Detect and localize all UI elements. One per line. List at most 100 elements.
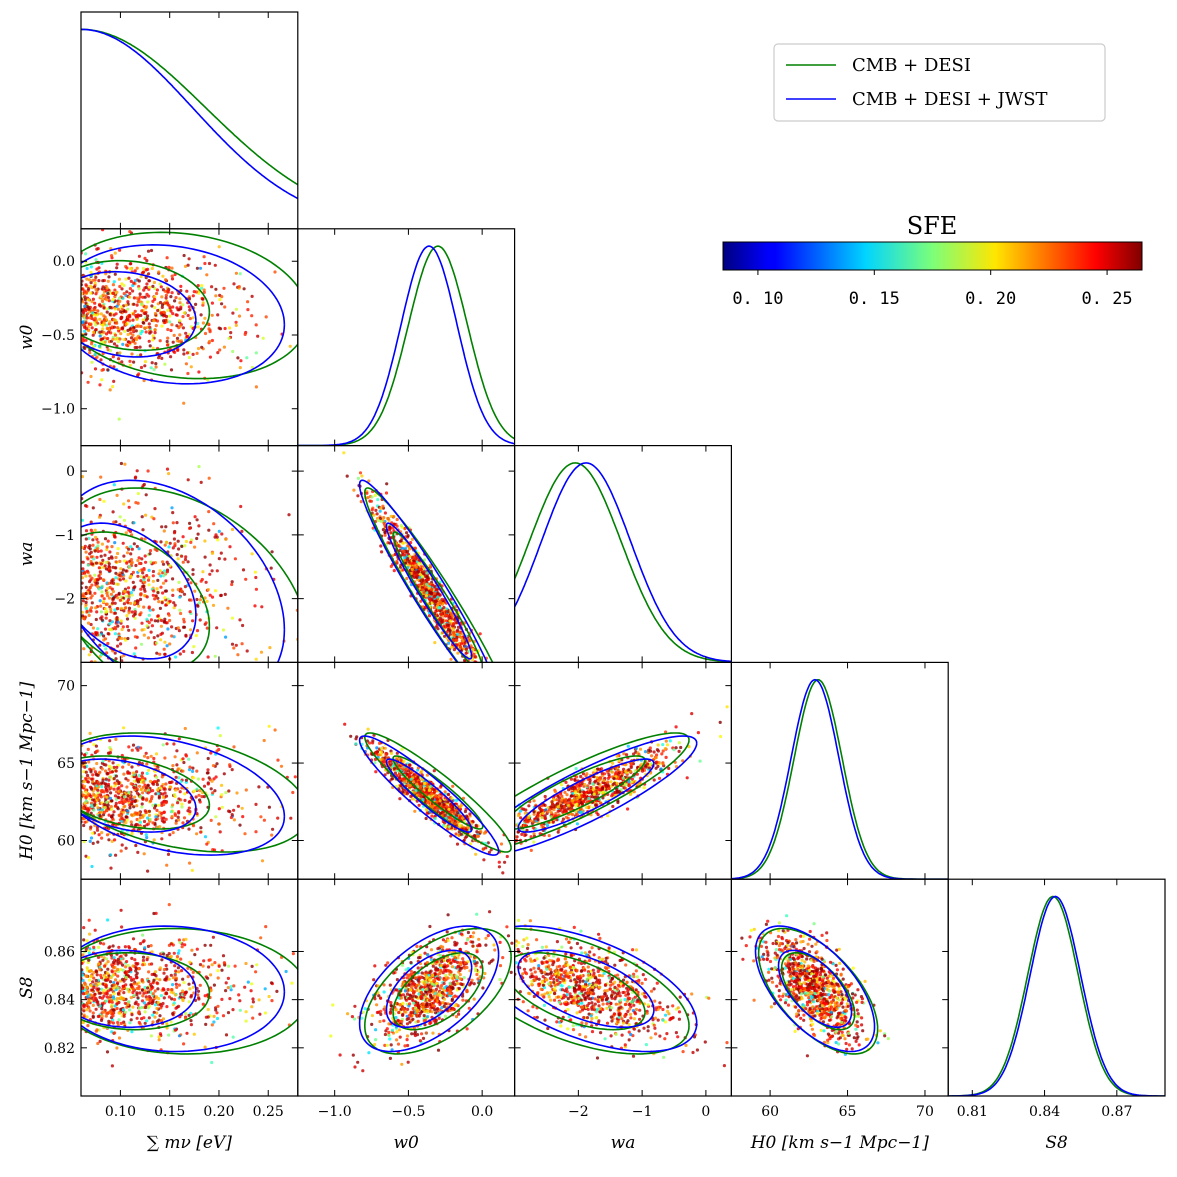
scatter-point — [187, 297, 192, 301]
scatter-point — [94, 328, 98, 332]
scatter-point — [176, 557, 180, 561]
scatter-point — [188, 308, 192, 312]
scatter-point — [466, 825, 470, 830]
panel-content — [343, 722, 512, 875]
scatter-point — [171, 312, 175, 316]
scatter-point — [179, 289, 183, 293]
scatter-point — [138, 336, 142, 340]
scatter-point — [101, 599, 106, 604]
scatter-point — [90, 787, 94, 791]
panel-content — [81, 228, 298, 421]
scatter-point — [123, 559, 127, 563]
scatter-point — [622, 752, 626, 756]
scatter-point — [127, 790, 131, 795]
scatter-point — [444, 825, 448, 829]
scatter-point — [175, 675, 178, 678]
scatter-point — [131, 318, 135, 322]
scatter-point — [501, 871, 505, 875]
scatter-point — [120, 282, 124, 286]
scatter-point — [167, 613, 171, 617]
scatter-point — [171, 831, 175, 835]
scatter-point — [143, 688, 146, 691]
scatter-point — [84, 799, 88, 803]
scatter-point — [114, 576, 118, 580]
scatter-point — [164, 540, 169, 544]
scatter-point — [482, 678, 485, 681]
scatter-point — [96, 671, 99, 674]
scatter-point — [174, 775, 178, 779]
scatter-point — [131, 328, 135, 332]
scatter-point — [377, 741, 382, 746]
scatter-point — [147, 568, 151, 573]
scatter-point — [175, 324, 179, 328]
scatter-point — [126, 809, 130, 813]
scatter-point — [184, 555, 188, 559]
scatter-point — [443, 790, 447, 794]
scatter-point — [439, 601, 443, 605]
scatter-point — [243, 832, 247, 836]
scatter-point — [84, 321, 88, 325]
scatter-point — [198, 798, 202, 802]
scatter-point — [118, 578, 122, 582]
scatter-point — [121, 577, 126, 581]
scatter-point — [103, 564, 107, 568]
scatter-point — [395, 517, 399, 522]
scatter-point — [203, 316, 207, 320]
scatter-point — [497, 865, 501, 869]
scatter-point — [137, 569, 142, 573]
scatter-point — [234, 271, 238, 275]
scatter-point — [430, 805, 434, 809]
scatter-point — [440, 597, 444, 602]
panel-mnu-mnu — [80, 11, 299, 230]
scatter-point — [120, 843, 124, 847]
scatter-point — [136, 313, 140, 317]
scatter-point — [270, 833, 274, 837]
scatter-point — [228, 763, 232, 767]
scatter-point — [473, 655, 477, 659]
scatter-point — [101, 778, 105, 782]
scatter-point — [177, 339, 181, 343]
scatter-point — [114, 593, 118, 597]
scatter-point — [145, 835, 149, 840]
scatter-point — [84, 603, 88, 607]
scatter-point — [166, 327, 170, 332]
scatter-point — [120, 678, 123, 681]
scatter-point — [167, 472, 171, 476]
scatter-point — [101, 578, 106, 582]
scatter-point — [499, 713, 502, 716]
scatter-point — [450, 810, 454, 814]
scatter-point — [370, 495, 374, 499]
scatter-point — [108, 796, 112, 800]
scatter-point — [220, 302, 224, 306]
scatter-point — [234, 307, 238, 311]
scatter-point — [128, 565, 132, 569]
marginal-curve-cmb-desi-jwst — [514, 462, 732, 663]
scatter-point — [149, 560, 153, 564]
contour-68-cmb-desi-jwst — [81, 270, 197, 358]
scatter-point — [100, 590, 104, 594]
scatter-point — [425, 773, 429, 777]
scatter-point — [166, 289, 170, 293]
scatter-point — [189, 628, 193, 632]
scatter-point — [254, 802, 258, 807]
scatter-point — [91, 538, 95, 542]
scatter-point — [493, 689, 496, 692]
scatter-point — [400, 747, 404, 751]
scatter-point — [146, 300, 150, 304]
scatter-point — [447, 792, 451, 797]
scatter-point — [151, 579, 155, 583]
scatter-point — [96, 544, 100, 548]
scatter-point — [151, 593, 155, 597]
scatter-point — [427, 788, 432, 793]
scatter-point — [145, 595, 149, 599]
scatter-point — [155, 587, 159, 591]
scatter-point — [173, 299, 177, 303]
scatter-point — [137, 254, 141, 258]
scatter-point — [106, 641, 110, 646]
scatter-point — [478, 632, 482, 636]
scatter-point — [180, 802, 184, 806]
scatter-point — [179, 305, 183, 309]
scatter-point — [136, 574, 140, 578]
scatter-point — [381, 528, 385, 532]
scatter-point — [182, 683, 185, 686]
